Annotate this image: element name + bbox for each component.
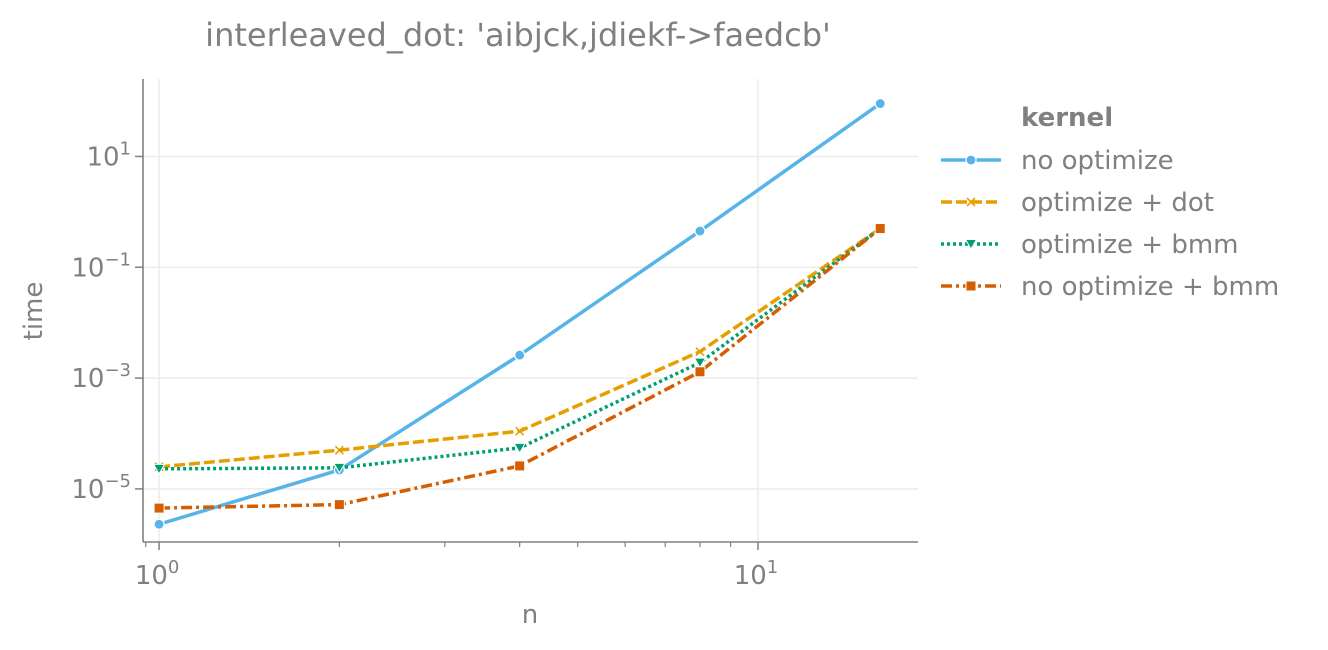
legend-label: no optimize bbox=[1021, 146, 1174, 176]
y-tick-label: 101 bbox=[86, 138, 131, 172]
x-ticks: 100 101 bbox=[135, 542, 778, 591]
y-axis-label: time bbox=[19, 282, 49, 341]
legend-entry: optimize + bmm bbox=[941, 230, 1239, 260]
axes bbox=[142, 79, 918, 543]
legend-label: optimize + dot bbox=[1021, 188, 1214, 218]
y-tick-label: 10−1 bbox=[71, 249, 131, 283]
data-point bbox=[153, 518, 165, 530]
legend-marker bbox=[965, 280, 977, 292]
data-point bbox=[513, 442, 527, 454]
x-tick-label: 100 bbox=[135, 557, 180, 591]
legend-marker bbox=[965, 154, 977, 166]
data-point bbox=[693, 357, 707, 369]
legend-entry: no optimize bbox=[941, 146, 1174, 176]
data-point bbox=[695, 347, 705, 357]
chart-title: interleaved_dot: 'aibjck,jdiekf->faedcb' bbox=[205, 16, 831, 54]
y-tick-label: 10−5 bbox=[71, 471, 131, 505]
legend-marker bbox=[966, 197, 976, 207]
data-point bbox=[333, 499, 345, 511]
series-line bbox=[159, 227, 882, 510]
data-point bbox=[874, 223, 886, 235]
data-point bbox=[333, 462, 346, 474]
data-point bbox=[334, 445, 344, 455]
y-ticks: 10−5 10−3 10−1 101 bbox=[71, 138, 143, 505]
grid bbox=[143, 79, 918, 542]
legend: kernel no optimize optimize + dot optimize… bbox=[941, 103, 1279, 302]
legend-marker bbox=[964, 239, 978, 250]
data-point bbox=[153, 502, 165, 514]
data-point bbox=[515, 426, 525, 436]
y-tick-label: 10−3 bbox=[71, 360, 131, 394]
legend-label: no optimize + bmm bbox=[1021, 272, 1279, 302]
data-point bbox=[694, 366, 706, 378]
x-tick-label: 101 bbox=[734, 557, 779, 591]
legend-label: optimize + bmm bbox=[1021, 230, 1239, 260]
legend-title: kernel bbox=[1021, 103, 1113, 133]
data-point bbox=[694, 225, 706, 237]
data-point bbox=[152, 463, 166, 475]
data-point bbox=[514, 349, 526, 361]
x-axis-label: n bbox=[522, 600, 538, 630]
legend-entry: no optimize + bmm bbox=[941, 272, 1279, 302]
data-point bbox=[514, 460, 526, 472]
series-markers bbox=[152, 97, 887, 530]
data-point bbox=[874, 97, 886, 110]
legend-entry: optimize + dot bbox=[941, 188, 1214, 218]
